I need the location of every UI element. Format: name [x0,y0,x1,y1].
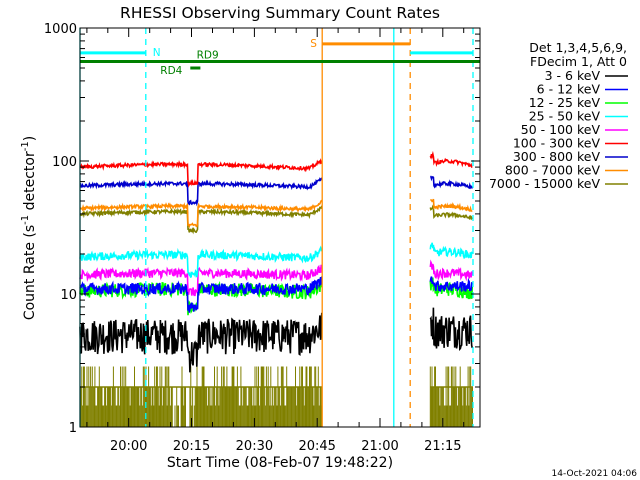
series-trace [429,150,473,168]
series-trace [429,204,473,221]
series-trace [429,259,474,282]
x-tick-label: 21:15 [424,439,461,454]
chart-title: RHESSI Observing Summary Count Rates [120,4,440,22]
series-6 [79,175,474,207]
y-tick-label: 1 [69,421,77,436]
legend-entry-label: 800 - 7000 keV [505,163,601,178]
legend-entry-label: 100 - 300 keV [513,136,601,151]
x-tick-label: 21:00 [361,439,398,454]
legend-entry-label: 7000 - 15000 keV [489,176,600,191]
marker-layer: N S RD9 RD4 [79,28,480,427]
y-axis-label-exp1: -1 [20,215,31,225]
x-tick-label: 20:00 [110,439,147,454]
flag-label: RD4 [160,65,182,77]
series-trace [79,177,323,207]
series-trace [79,158,323,188]
plot-area [79,150,474,427]
y-axis-label: Count Rate (s-1 detector-1) [20,136,38,320]
legend-entry-label: 50 - 100 keV [521,122,601,137]
series-trace [79,277,323,316]
legend: Det 1,3,4,5,6,9, FDecim 1, Att 0 3 - 6 k… [489,40,628,191]
olive-spikes [79,366,473,427]
series-trace [79,199,323,229]
series-trace [79,312,323,373]
flag-label: S [310,38,317,50]
plot-frame [79,27,481,428]
y-axis-label-exp2: -1 [20,141,31,151]
y-tick-label: 100 [52,155,77,170]
legend-entry-label: 3 - 6 keV [545,68,601,83]
series-1 [79,276,473,313]
series-trace [430,175,474,190]
legend-header-line-1: Det 1,3,4,5,6,9, [529,40,627,55]
legend-entry-label: 6 - 12 keV [537,82,601,97]
legend-header-line-2: FDecim 1, Att 0 [530,54,627,69]
series-8 [79,204,473,235]
x-axis-label: Start Time (08-Feb-07 19:48:22) [167,455,393,471]
flag-label: RD9 [197,50,219,62]
y-tick-label: 10 [60,288,77,303]
legend-entry-label: 25 - 50 keV [529,109,601,124]
axes: 1 10 100 1000 20:00 20:15 20:30 20:45 21:00 21:15 [44,22,481,454]
series-trace [79,245,323,279]
series-trace [429,307,474,351]
y-axis-label-tail: detector [22,151,38,215]
footer-date: 14-Oct-2021 04:06 [552,469,638,479]
series-4 [79,259,474,297]
series-trace [430,198,473,213]
x-tick-label: 20:15 [173,439,210,454]
series-7 [79,198,473,229]
flag-label: N [153,47,161,59]
series-5 [79,150,473,188]
x-tick-label: 20:30 [236,439,273,454]
series-0 [79,307,474,373]
series-2 [79,277,474,316]
legend-entry-label: 12 - 25 keV [529,95,601,110]
series-trace [429,242,473,260]
x-tick-label: 20:45 [298,439,335,454]
series-trace [79,264,323,297]
y-tick-label: 1000 [44,22,77,37]
series-trace [429,276,473,292]
y-axis-label-end: ) [22,136,38,141]
series-trace [79,276,323,313]
legend-entry-label: 300 - 800 keV [513,149,601,164]
series-trace [79,205,323,235]
y-axis-label-main: Count Rate (s [22,225,38,320]
series-3 [79,242,473,279]
